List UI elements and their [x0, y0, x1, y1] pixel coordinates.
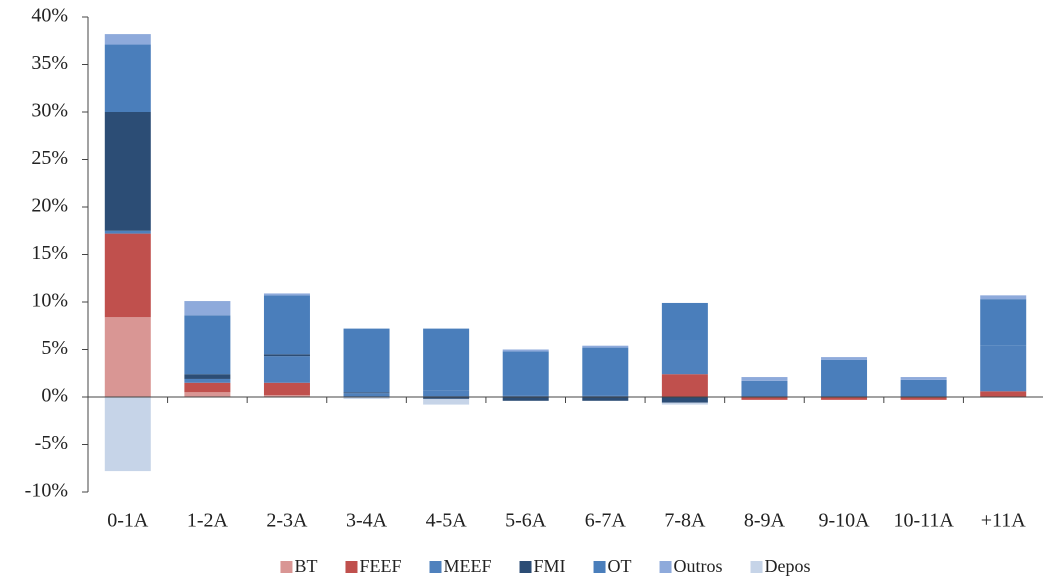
bar-segment — [980, 345, 1027, 392]
bar-segment — [263, 356, 310, 383]
bar-segment — [661, 340, 708, 375]
y-tick-label: 0% — [41, 385, 68, 407]
bar-segment — [502, 349, 549, 352]
x-tick-label: 6-7A — [585, 510, 627, 532]
y-tick-label: -5% — [35, 432, 68, 454]
legend-label: OT — [608, 556, 632, 576]
x-tick-label: 4-5A — [426, 510, 468, 532]
bar-segment — [263, 354, 310, 357]
x-tick-label: 5-6A — [505, 510, 547, 532]
legend-swatch — [593, 561, 606, 573]
bar-segment — [661, 302, 708, 340]
bar-segment — [263, 295, 310, 355]
legend-label: BT — [294, 556, 317, 576]
bar-segment — [263, 395, 310, 397]
bar-segment — [104, 317, 151, 397]
bar-segment — [184, 374, 231, 379]
x-tick-label: 10-11A — [893, 510, 954, 532]
y-tick-label: 40% — [31, 5, 68, 27]
bar-segment — [980, 391, 1027, 397]
bar-segment — [980, 295, 1027, 300]
bar-segment — [104, 397, 151, 472]
bar-segment — [104, 233, 151, 318]
bar-segment — [980, 299, 1027, 346]
bar-segment — [343, 397, 390, 399]
bar-segment — [582, 395, 629, 397]
legend-swatch — [345, 561, 358, 573]
y-tick-label: 20% — [31, 195, 68, 217]
bar-segment — [661, 402, 708, 405]
bar-segment — [661, 397, 708, 403]
bar-segment — [582, 345, 629, 348]
bar-segment — [502, 351, 549, 396]
bar-segment — [343, 392, 390, 394]
legend-swatch — [280, 561, 293, 573]
bar-segment — [900, 377, 947, 380]
legend-swatch — [750, 561, 763, 573]
bar-segment — [184, 301, 231, 316]
bar-segment — [104, 230, 151, 234]
bar-segment — [343, 393, 390, 397]
bar-segment — [741, 377, 788, 381]
bar-segment — [423, 397, 470, 399]
bar-segment — [900, 379, 947, 397]
bar-segment — [900, 397, 947, 400]
legend-label: FMI — [534, 556, 566, 576]
bar-segment — [423, 398, 470, 405]
bar-segment — [821, 357, 868, 360]
y-tick-label: -10% — [25, 480, 68, 502]
bar-segment — [104, 112, 151, 231]
bar-segment — [502, 395, 549, 397]
x-tick-label: 9-10A — [818, 510, 870, 532]
y-tick-label: 25% — [31, 147, 68, 169]
legend-label: MEEF — [444, 556, 492, 576]
bar-segment — [343, 328, 390, 393]
bar-segment — [582, 347, 629, 396]
legend-label: Outros — [674, 556, 723, 576]
x-tick-label: 7-8A — [664, 510, 706, 532]
bar-segment — [184, 378, 231, 383]
bar-segment — [104, 44, 151, 112]
y-tick-label: 5% — [41, 337, 68, 359]
y-tick-label: 30% — [31, 100, 68, 122]
legend-swatch — [429, 561, 442, 573]
bar-segment — [661, 374, 708, 397]
bar-segment — [582, 397, 629, 401]
x-tick-label: 2-3A — [266, 510, 308, 532]
legend-label: Depos — [765, 556, 811, 576]
legend-swatch — [659, 561, 672, 573]
x-tick-label: 3-4A — [346, 510, 388, 532]
x-tick-label: +11A — [981, 510, 1027, 532]
bar-segment — [104, 34, 151, 45]
bar-segment — [184, 382, 231, 393]
y-tick-label: 35% — [31, 52, 68, 74]
bar-segment — [741, 397, 788, 400]
bar-segment — [423, 390, 470, 397]
legend-swatch — [519, 561, 532, 573]
bar-segment — [423, 328, 470, 391]
y-tick-label: 10% — [31, 290, 68, 312]
x-tick-label: 0-1A — [107, 510, 149, 532]
bar-segment — [263, 382, 310, 396]
legend: BT FEEF MEEF FMI OT Outros Depos — [280, 556, 811, 576]
bar-segment — [821, 397, 868, 400]
bar-segment — [821, 359, 868, 397]
x-tick-label: 8-9A — [744, 510, 786, 532]
bar-segment — [184, 315, 231, 375]
y-tick-label: 15% — [31, 242, 68, 264]
bar-segment — [263, 293, 310, 296]
x-tick-label: 1-2A — [187, 510, 229, 532]
bar-segment — [502, 397, 549, 401]
bar-segment — [184, 392, 231, 397]
legend-label: FEEF — [359, 556, 401, 576]
bar-segment — [741, 380, 788, 397]
